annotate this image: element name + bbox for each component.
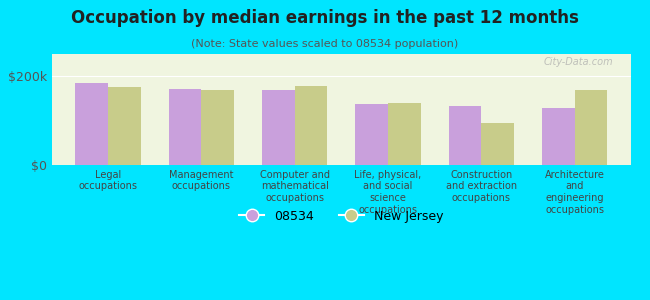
Bar: [448, 106, 481, 165]
Bar: [262, 90, 294, 165]
Bar: [294, 86, 327, 165]
Bar: [481, 123, 514, 165]
Bar: [75, 83, 108, 165]
Text: Occupation by median earnings in the past 12 months: Occupation by median earnings in the pas…: [71, 9, 579, 27]
Bar: [575, 90, 607, 165]
Text: (Note: State values scaled to 08534 population): (Note: State values scaled to 08534 popu…: [191, 39, 459, 49]
Bar: [356, 104, 388, 165]
Bar: [202, 89, 234, 165]
Bar: [388, 103, 421, 165]
Bar: [542, 108, 575, 165]
Text: City-Data.com: City-Data.com: [543, 57, 613, 67]
Bar: [108, 87, 140, 165]
Legend: 08534, New Jersey: 08534, New Jersey: [234, 205, 448, 228]
Bar: [168, 88, 202, 165]
